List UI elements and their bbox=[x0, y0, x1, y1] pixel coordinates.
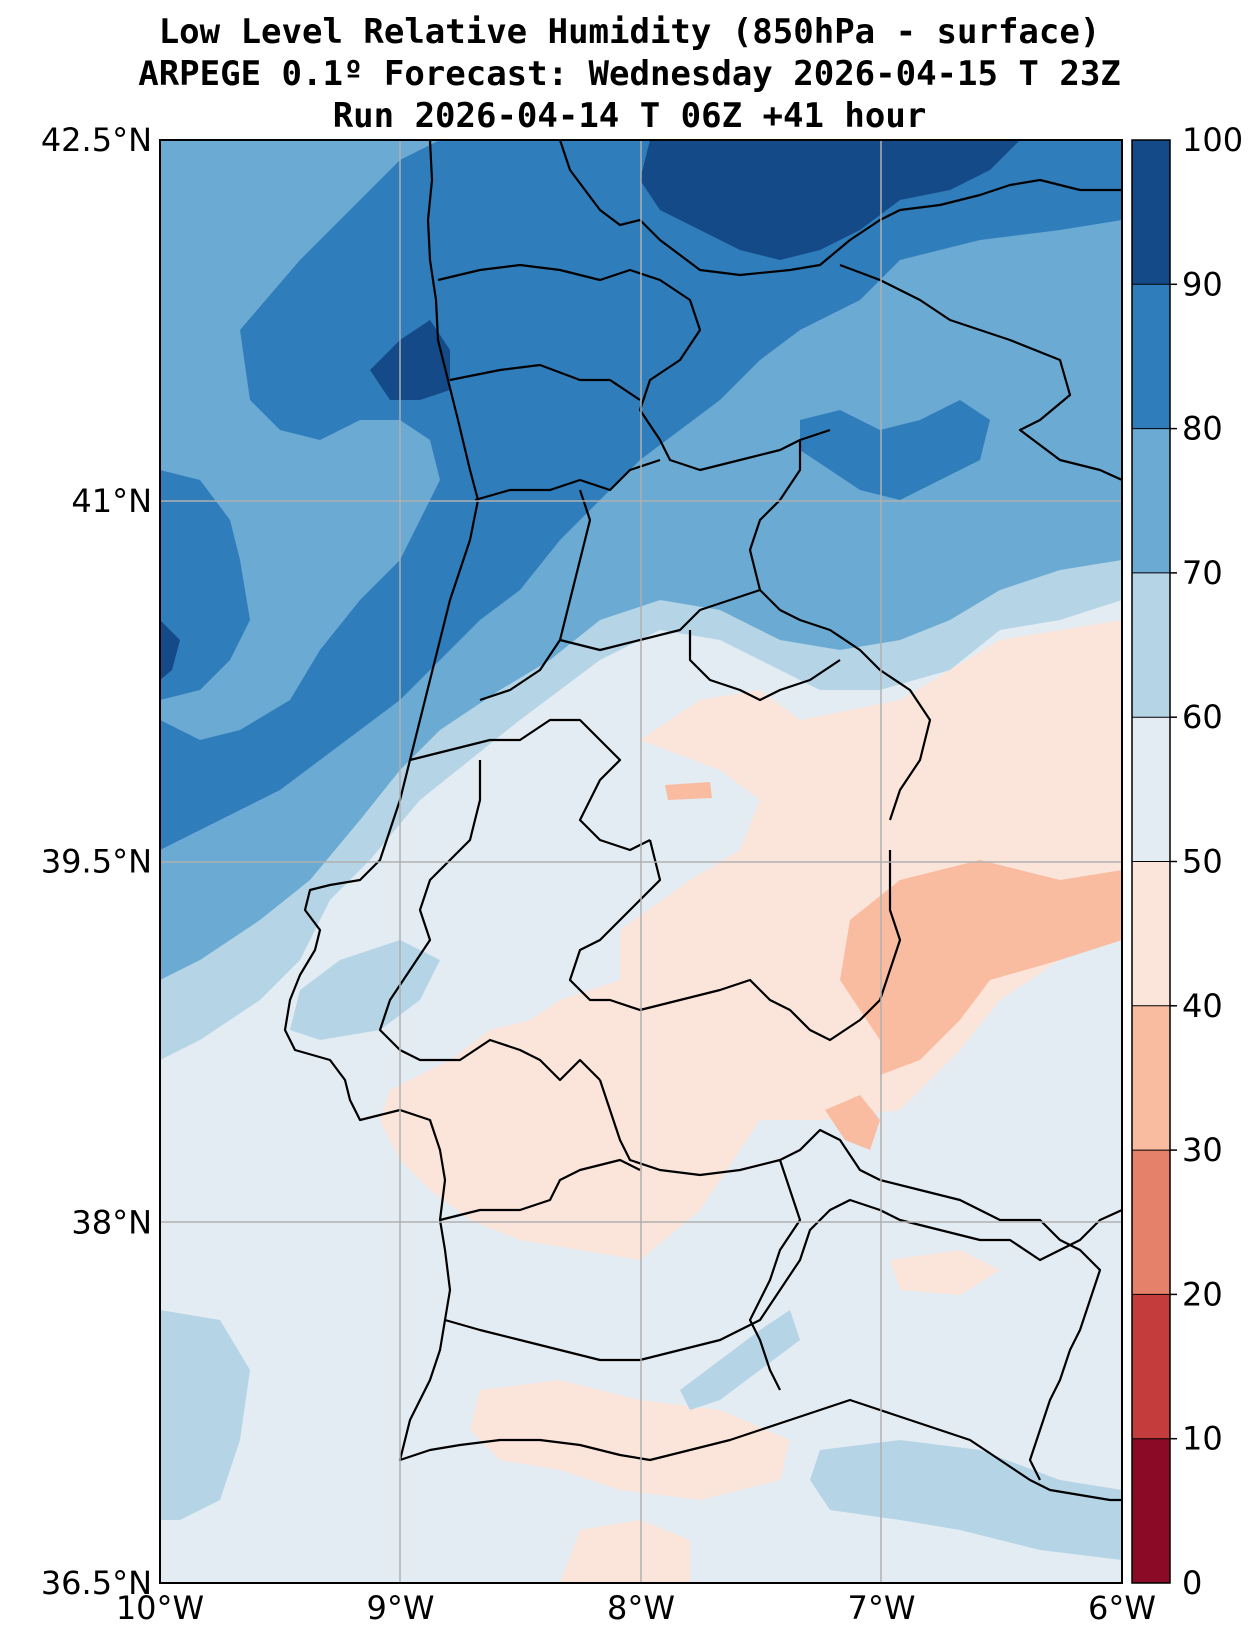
district-border-evora bbox=[598, 1079, 881, 1181]
humidity-region-40-50-central bbox=[380, 620, 1122, 1260]
colorbar-tick-label: 50 bbox=[1182, 843, 1223, 881]
colorbar-frame bbox=[1131, 139, 1171, 1584]
lon-tick-label: 10°W bbox=[116, 1589, 204, 1627]
humidity-region-60-70-inlet bbox=[290, 940, 440, 1040]
district-border-guarda bbox=[748, 440, 932, 821]
district-border-viseu-coimbra bbox=[559, 588, 841, 702]
district-border-porto bbox=[449, 363, 641, 401]
colorbar-tick-label: 10 bbox=[1182, 1420, 1223, 1458]
coastline bbox=[283, 140, 1122, 1502]
border-spain-east bbox=[839, 263, 1122, 482]
colorbar-swatch bbox=[1132, 717, 1170, 862]
colorbar-swatch bbox=[1132, 428, 1170, 573]
colorbar-swatch bbox=[1132, 572, 1170, 718]
district-border-santarem bbox=[378, 760, 601, 1082]
colorbar-tick-label: 20 bbox=[1182, 1275, 1223, 1313]
latitude-axis: 42.5°N 41°N 39.5°N 38°N 36.5°N bbox=[41, 121, 152, 1602]
humidity-region-40-50-bottom bbox=[560, 1520, 690, 1583]
humidity-region-80-90-east bbox=[800, 400, 990, 500]
title-line-2: ARPEGE 0.1º Forecast: Wednesday 2026-04-… bbox=[138, 54, 1121, 94]
humidity-region-40-50-south bbox=[470, 1380, 790, 1500]
borders bbox=[283, 140, 1122, 1502]
lat-tick-label: 38°N bbox=[71, 1203, 152, 1241]
colorbar-swatch bbox=[1132, 284, 1170, 429]
colorbar-tick-label: 40 bbox=[1182, 987, 1223, 1025]
humidity-region-60-70-algarve bbox=[680, 1310, 800, 1410]
lon-tick-label: 9°W bbox=[367, 1589, 435, 1627]
colorbar-swatches bbox=[1132, 140, 1177, 1583]
district-border-beja-north bbox=[439, 1158, 641, 1222]
lat-tick-label: 39.5°N bbox=[41, 843, 152, 881]
colorbar-tick-label: 70 bbox=[1182, 554, 1223, 592]
colorbar-tick-label: 60 bbox=[1182, 698, 1223, 736]
humidity-region-30-40-south bbox=[825, 1095, 880, 1150]
district-border-beja bbox=[444, 1198, 1122, 1362]
colorbar-tick-label: 100 bbox=[1182, 121, 1243, 159]
district-border-leiria bbox=[409, 718, 651, 852]
district-border-portalegre bbox=[568, 839, 902, 1042]
border-spain-north bbox=[558, 140, 1122, 277]
lat-tick-label: 42.5°N bbox=[41, 121, 152, 159]
district-border-braga bbox=[437, 263, 831, 472]
lat-tick-label: 41°N bbox=[71, 482, 152, 520]
colorbar-swatch bbox=[1132, 140, 1170, 285]
colorbar: 0 10 20 30 40 50 60 70 80 90 100 bbox=[1131, 121, 1243, 1602]
title-line-1: Low Level Relative Humidity (850hPa - su… bbox=[158, 12, 1101, 52]
lon-tick-label: 7°W bbox=[848, 1589, 916, 1627]
colorbar-swatch bbox=[1132, 1438, 1170, 1583]
district-border-aveiro-viseu bbox=[474, 458, 661, 702]
graticule bbox=[160, 140, 1122, 1583]
humidity-region-30-40-east bbox=[840, 860, 1122, 1075]
map-frame bbox=[159, 139, 1123, 1584]
colorbar-swatch bbox=[1132, 1005, 1170, 1151]
title-line-3: Run 2026-04-14 T 06Z +41 hour bbox=[332, 96, 927, 136]
district-border-spain-south bbox=[879, 1178, 1102, 1481]
lon-tick-label: 8°W bbox=[607, 1589, 675, 1627]
lon-tick-label: 6°W bbox=[1088, 1589, 1156, 1627]
colorbar-tick-label: 90 bbox=[1182, 265, 1223, 303]
colorbar-swatch bbox=[1132, 1150, 1170, 1295]
lat-tick-label: 36.5°N bbox=[41, 1564, 152, 1602]
border-algarve-east bbox=[748, 1159, 802, 1391]
humidity-region-40-50-east bbox=[890, 1250, 1000, 1295]
humidity-region-30-40-small bbox=[665, 782, 712, 800]
humidity-region-90-100-north bbox=[640, 140, 1020, 260]
colorbar-swatch bbox=[1132, 861, 1170, 1006]
longitude-axis: 10°W 9°W 8°W 7°W 6°W bbox=[116, 1589, 1156, 1627]
colorbar-tick-label: 0 bbox=[1182, 1564, 1202, 1602]
colorbar-swatch bbox=[1132, 1294, 1170, 1439]
map-area bbox=[160, 140, 1122, 1583]
humidity-region-90-100-coast bbox=[370, 320, 450, 400]
colorbar-tick-label: 30 bbox=[1182, 1131, 1223, 1169]
colorbar-tick-label: 80 bbox=[1182, 410, 1223, 448]
humidity-region-60-70-southeast bbox=[810, 1440, 1122, 1560]
humidity-region-60-70-southwest bbox=[160, 1310, 250, 1520]
colorbar-labels: 0 10 20 30 40 50 60 70 80 90 100 bbox=[1182, 121, 1243, 1602]
humidity-region-90-100-west bbox=[160, 620, 180, 680]
